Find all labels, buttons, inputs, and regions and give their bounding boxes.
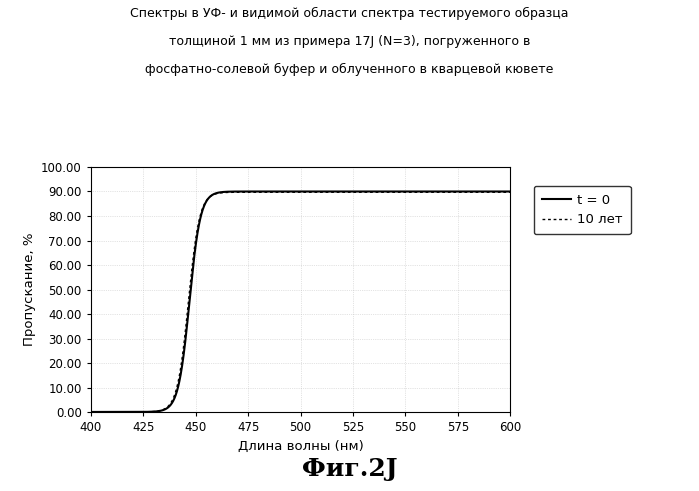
10 лет [87, 409, 95, 415]
10 лет [494, 190, 503, 195]
t = 0 [388, 189, 396, 194]
10 лет [506, 190, 514, 195]
Text: толщиной 1 мм из примера 17J (N=3), погруженного в: толщиной 1 мм из примера 17J (N=3), погр… [169, 35, 530, 48]
t = 0 [494, 189, 503, 194]
t = 0 [506, 189, 514, 194]
10 лет [417, 190, 426, 195]
t = 0 [108, 409, 117, 415]
Line: t = 0: t = 0 [91, 191, 510, 412]
t = 0 [417, 189, 426, 194]
t = 0 [291, 189, 299, 194]
Y-axis label: Пропускание, %: Пропускание, % [22, 233, 36, 347]
10 лет [494, 190, 503, 195]
t = 0 [87, 409, 95, 415]
10 лет [291, 190, 299, 195]
t = 0 [280, 189, 288, 194]
X-axis label: Длина волны (нм): Длина волны (нм) [238, 440, 363, 453]
10 лет [280, 190, 288, 195]
10 лет [389, 190, 398, 195]
Legend: t = 0, 10 лет: t = 0, 10 лет [533, 186, 630, 234]
10 лет [108, 409, 117, 415]
Line: 10 лет: 10 лет [91, 192, 510, 412]
Text: фосфатно-солевой буфер и облученного в кварцевой кювете: фосфатно-солевой буфер и облученного в к… [145, 63, 554, 77]
Text: Фиг.2J: Фиг.2J [302, 457, 397, 481]
t = 0 [494, 189, 503, 194]
Text: Спектры в УФ- и видимой области спектра тестируемого образца: Спектры в УФ- и видимой области спектра … [130, 7, 569, 21]
